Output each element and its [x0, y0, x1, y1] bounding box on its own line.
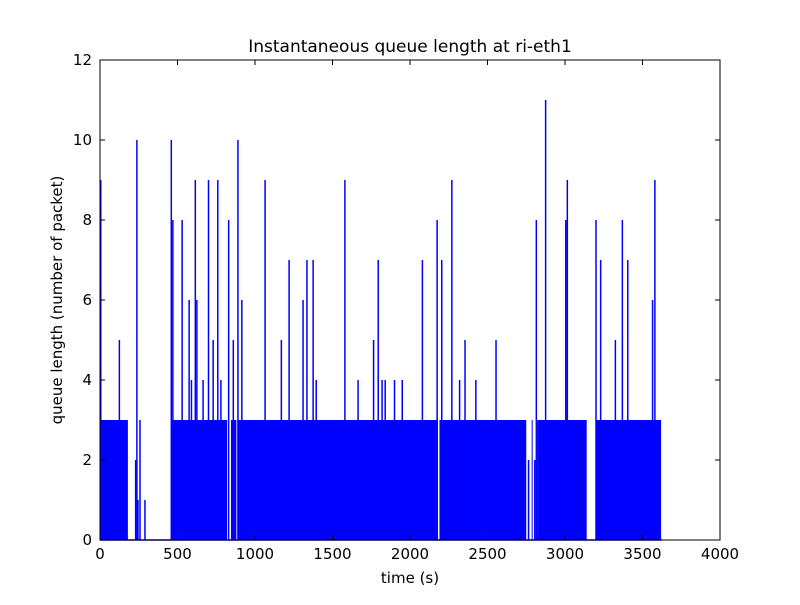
chart-title: Instantaneous queue length at ri-eth1: [248, 37, 572, 57]
y-tick-label: 8: [82, 211, 92, 229]
queue-fill-segment: [237, 420, 438, 540]
queue-fill-segment: [439, 420, 527, 540]
x-tick-label: 4000: [701, 545, 739, 563]
x-tick-label: 3000: [546, 545, 584, 563]
queue-fill-segment: [596, 420, 662, 540]
y-tick-label: 12: [73, 51, 92, 69]
x-tick-label: 2500: [468, 545, 506, 563]
x-tick-label: 0: [95, 545, 105, 563]
x-axis-label: time (s): [381, 569, 439, 587]
x-tick-label: 2000: [391, 545, 429, 563]
y-tick-label: 10: [73, 131, 92, 149]
x-tick-label: 1500: [313, 545, 351, 563]
axis-ticks: 0 500 1000 1500 2000 2500 3000 3500 4000 0 2 4 6 8 10 1…: [73, 51, 739, 563]
plot-frame: [99, 59, 721, 541]
x-tick-label: 3500: [623, 545, 661, 563]
y-tick-label: 4: [82, 371, 92, 389]
y-tick-label: 2: [82, 451, 92, 469]
queue-fill-segment: [537, 420, 587, 540]
y-tick-label: 6: [82, 291, 92, 309]
x-tick-label: 1000: [236, 545, 274, 563]
queue-fill-segment: [100, 420, 128, 540]
queue-fill-segment: [531, 420, 533, 540]
y-tick-label: 0: [82, 531, 92, 549]
queue-fill-segment: [171, 420, 228, 540]
plot-marks: [100, 100, 662, 541]
y-axis-label: queue length (number of packet): [48, 176, 66, 425]
x-tick-label: 500: [163, 545, 192, 563]
